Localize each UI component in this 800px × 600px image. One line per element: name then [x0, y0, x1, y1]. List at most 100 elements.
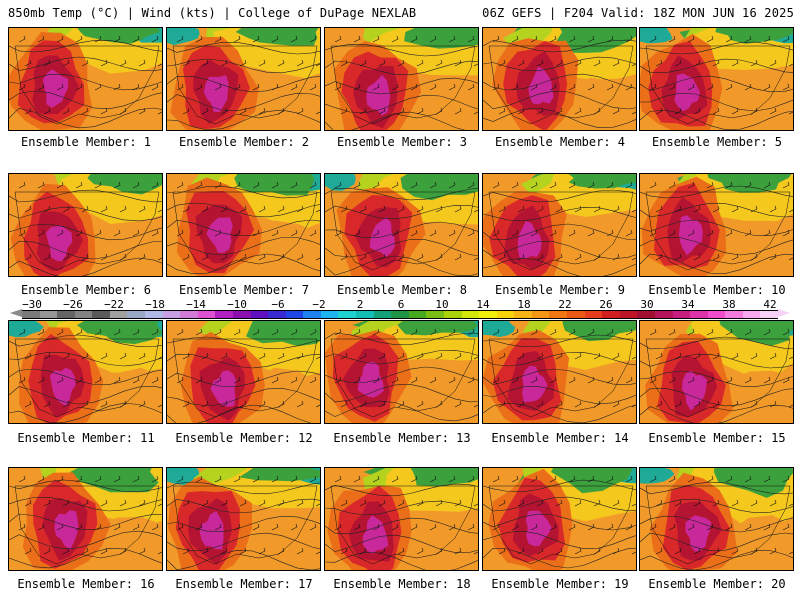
temperature-colorbar: −30 −26 −22 −18 −14 −10 −6 −2 2 6 10 14 18 22 26 30 34 38…	[10, 298, 790, 322]
ensemble-member-label: Ensemble Member: 14	[491, 431, 629, 445]
valid-time-label: 06Z GEFS | F204 Valid: 18Z MON JUN 16 20…	[482, 6, 794, 20]
temperature-map	[9, 468, 162, 570]
temperature-map	[483, 321, 636, 423]
colorbar-swatch	[145, 311, 164, 318]
ensemble-member-panel	[8, 27, 163, 131]
ensemble-member-panel	[482, 173, 637, 277]
colorbar-swatch	[690, 311, 709, 318]
colorbar-swatch	[514, 311, 533, 318]
ensemble-member-panel	[166, 173, 321, 277]
colorbar-swatch	[443, 311, 463, 318]
temperature-map	[167, 174, 320, 276]
colorbar-swatch	[162, 311, 181, 318]
ensemble-member-label: Ensemble Member: 17	[175, 577, 313, 591]
ensemble-member-label: Ensemble Member: 13	[333, 431, 471, 445]
colorbar-swatch	[215, 311, 234, 318]
colorbar-tick-label: 18	[517, 298, 531, 311]
colorbar-swatch	[549, 311, 568, 318]
colorbar-tick-label: 34	[681, 298, 695, 311]
colorbar-swatch	[303, 311, 322, 318]
colorbar-swatch	[426, 311, 445, 318]
colorbar-tick-label: 6	[397, 298, 405, 311]
colorbar-swatch	[654, 311, 673, 318]
temperature-map	[9, 28, 162, 130]
ensemble-member-panel	[8, 320, 163, 424]
ensemble-member-panel	[482, 320, 637, 424]
ensemble-member-label: Ensemble Member: 6	[20, 283, 152, 297]
temperature-map	[9, 321, 162, 423]
colorbar-min-arrow	[10, 309, 22, 317]
temperature-map	[640, 174, 793, 276]
ensemble-member-panel	[8, 173, 163, 277]
colorbar-swatch	[391, 311, 410, 318]
product-title: 850mb Temp (°C) | Wind (kts) | College o…	[8, 6, 417, 20]
ensemble-member-panel	[639, 467, 794, 571]
ensemble-member-panel	[639, 320, 794, 424]
temperature-map	[167, 321, 320, 423]
ensemble-member-panel	[482, 467, 637, 571]
ensemble-member-label: Ensemble Member: 16	[17, 577, 155, 591]
colorbar-tick-label: 10	[435, 298, 449, 311]
ensemble-member-label: Ensemble Member: 19	[491, 577, 629, 591]
colorbar-tick-label: −2	[312, 298, 326, 311]
colorbar-swatch	[707, 311, 726, 318]
ensemble-member-panel	[324, 27, 479, 131]
colorbar-swatch	[602, 311, 621, 318]
ensemble-member-panel	[166, 320, 321, 424]
colorbar-tick-label: 42	[763, 298, 777, 311]
colorbar-swatch	[479, 311, 498, 318]
colorbar-swatch	[373, 311, 392, 318]
ensemble-member-label: Ensemble Member: 3	[336, 135, 468, 149]
ensemble-member-label: Ensemble Member: 20	[648, 577, 786, 591]
colorbar-swatch	[461, 311, 480, 318]
colorbar-swatch	[760, 311, 779, 318]
colorbar-swatch	[180, 311, 199, 318]
colorbar-tick-label: −18	[145, 298, 165, 311]
ensemble-member-label: Ensemble Member: 8	[336, 283, 468, 297]
temperature-map	[325, 174, 478, 276]
temperature-map	[167, 468, 320, 570]
colorbar-tick-label: −10	[227, 298, 247, 311]
colorbar-swatch	[127, 311, 146, 318]
ensemble-member-label: Ensemble Member: 9	[494, 283, 626, 297]
colorbar-strip	[22, 310, 779, 319]
ensemble-member-panel	[639, 173, 794, 277]
colorbar-swatch	[232, 311, 252, 318]
ensemble-member-panel	[166, 467, 321, 571]
colorbar-swatch	[742, 311, 761, 318]
temperature-map	[640, 28, 793, 130]
colorbar-tick-label: 26	[599, 298, 613, 311]
colorbar-swatch	[22, 311, 41, 318]
temperature-map	[9, 174, 162, 276]
temperature-map	[167, 28, 320, 130]
ensemble-member-label: Ensemble Member: 11	[17, 431, 155, 445]
ensemble-member-panel	[639, 27, 794, 131]
ensemble-member-label: Ensemble Member: 1	[20, 135, 152, 149]
colorbar-tick-label: 30	[640, 298, 654, 311]
colorbar-swatch	[285, 311, 304, 318]
colorbar-swatch	[584, 311, 603, 318]
ensemble-member-panel	[324, 320, 479, 424]
colorbar-swatch	[39, 311, 58, 318]
colorbar-swatch	[356, 311, 375, 318]
colorbar-swatch	[197, 311, 216, 318]
colorbar-swatch	[567, 311, 586, 318]
colorbar-swatch	[92, 311, 111, 318]
colorbar-tick-label: 38	[722, 298, 736, 311]
colorbar-swatch	[109, 311, 128, 318]
ensemble-member-label: Ensemble Member: 18	[333, 577, 471, 591]
ensemble-member-label: Ensemble Member: 4	[494, 135, 626, 149]
colorbar-swatch	[531, 311, 550, 318]
colorbar-swatch	[268, 311, 287, 318]
colorbar-swatch	[57, 311, 76, 318]
temperature-map	[483, 28, 636, 130]
temperature-map	[640, 468, 793, 570]
colorbar-swatch	[637, 311, 656, 318]
ensemble-member-panel	[482, 27, 637, 131]
temperature-map	[640, 321, 793, 423]
colorbar-tick-label: −30	[22, 298, 42, 311]
ensemble-member-panel	[324, 173, 479, 277]
ensemble-member-label: Ensemble Member: 10	[648, 283, 786, 297]
colorbar-tick-label: −26	[63, 298, 83, 311]
colorbar-tick-label: −14	[186, 298, 206, 311]
